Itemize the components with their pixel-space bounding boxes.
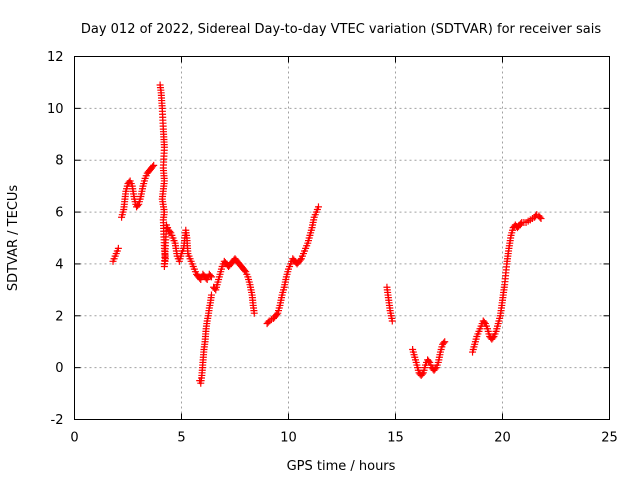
data-point <box>241 266 249 274</box>
y-tick-label: 12 <box>47 50 64 65</box>
data-point <box>517 220 525 228</box>
data-point <box>166 228 174 236</box>
y-tick-label: 4 <box>55 257 63 272</box>
data-point <box>480 318 488 326</box>
y-tick-label: -2 <box>51 413 64 428</box>
data-point <box>440 339 448 347</box>
y-axis-label: SDTVAR / TECUs <box>6 185 21 292</box>
data-point <box>273 310 281 318</box>
data-point <box>150 161 158 169</box>
chart-title: Day 012 of 2022, Sidereal Day-to-day VTE… <box>81 22 601 37</box>
y-tick-label: 8 <box>55 154 63 169</box>
axis-ticks <box>74 56 610 420</box>
data-point <box>149 163 157 171</box>
x-tick-label: 5 <box>177 431 185 446</box>
y-tick-label: 2 <box>55 309 63 324</box>
grid-lines <box>74 56 610 420</box>
data-point <box>296 256 304 264</box>
x-tick-label: 0 <box>70 431 78 446</box>
tick-labels: 0 5 10 15 20 25 -2 0 2 4 6 8 10 12 <box>47 50 618 446</box>
x-tick-label: 10 <box>280 431 297 446</box>
x-tick-label: 15 <box>387 431 404 446</box>
data-point <box>425 357 433 365</box>
y-tick-label: 10 <box>47 102 64 117</box>
y-tick-label: 6 <box>55 206 63 221</box>
data-point <box>537 215 545 223</box>
plot-frame <box>74 56 610 420</box>
data-point <box>134 202 142 210</box>
x-tick-label: 25 <box>601 431 618 446</box>
data-point <box>114 244 122 252</box>
data-point <box>250 309 258 317</box>
data-point <box>207 273 215 281</box>
data-points <box>109 81 545 387</box>
data-point <box>207 291 215 299</box>
data-point <box>489 334 497 342</box>
x-axis-label: GPS time / hours <box>287 459 396 474</box>
data-point <box>388 317 396 325</box>
data-point <box>431 365 439 373</box>
data-point <box>206 272 214 280</box>
y-tick-label: 0 <box>55 361 63 376</box>
x-tick-label: 20 <box>494 431 511 446</box>
data-point <box>441 338 449 346</box>
data-point <box>314 203 322 211</box>
data-point <box>536 213 544 221</box>
data-point <box>418 370 426 378</box>
